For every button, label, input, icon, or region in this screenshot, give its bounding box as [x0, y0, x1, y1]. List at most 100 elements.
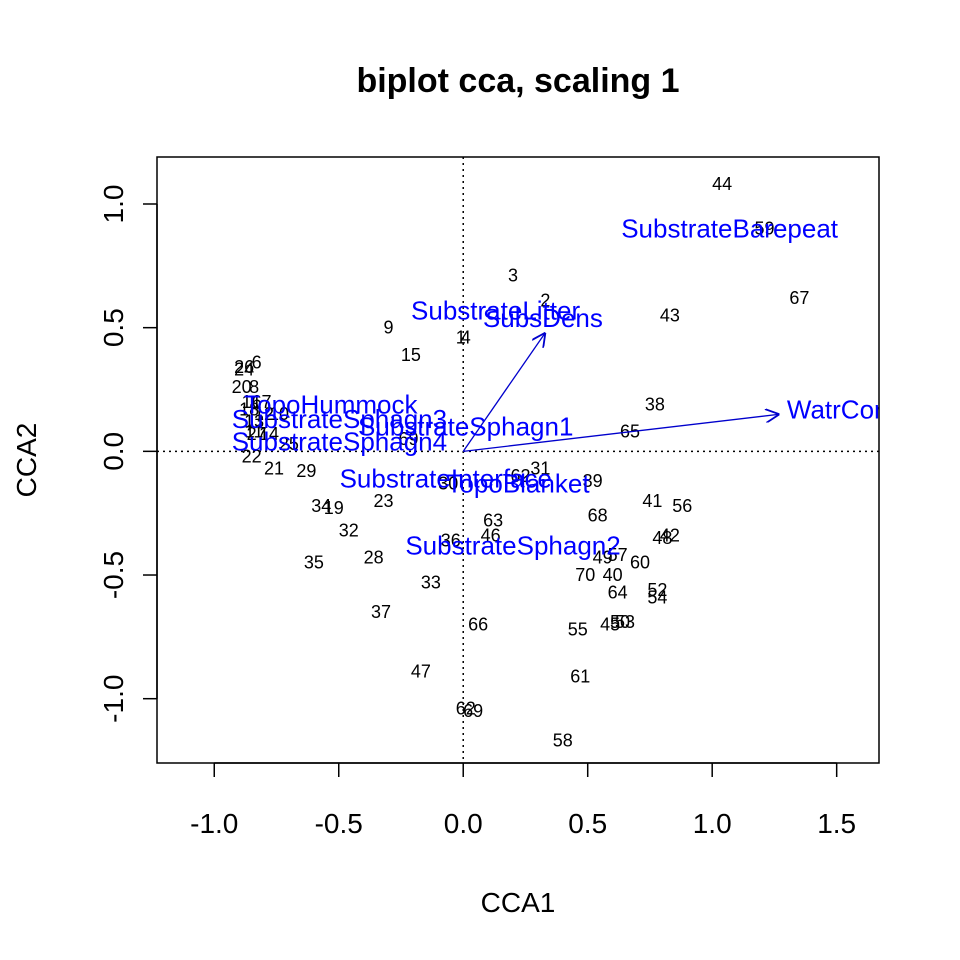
site-label: 29: [296, 461, 316, 481]
site-label: 55: [568, 619, 588, 639]
env-labels: SubstrateBarepeat SubstrateLitterSubsDens…: [232, 214, 897, 561]
env-label: TopoBlanket: [446, 468, 590, 498]
site-label: 64: [608, 582, 628, 602]
site-label: 12: [254, 404, 274, 424]
site-label: 37: [371, 602, 391, 622]
site-label: 57: [608, 545, 628, 565]
env-label: SubstrateBarepeat: [621, 214, 839, 244]
env-label: SubstrateSphagn4: [232, 426, 447, 456]
site-label: 23: [374, 491, 394, 511]
y-tick-label: -0.5: [98, 551, 129, 599]
site-label: 24: [234, 360, 254, 380]
site-label: 17: [252, 392, 272, 412]
site-label: 36: [441, 530, 461, 550]
site-label: 6: [252, 352, 262, 372]
site-label: 41: [642, 491, 662, 511]
site-label: 62: [456, 699, 476, 719]
site-label: 18: [239, 399, 259, 419]
x-axis-title: CCA1: [481, 887, 556, 918]
env-label: SubsDens: [483, 303, 603, 333]
site-label: 16: [242, 392, 262, 412]
site-label: 45: [600, 614, 620, 634]
site-label: 53: [615, 612, 635, 632]
site-label: 60: [630, 553, 650, 573]
env-label: SubstrateInterface: [340, 464, 552, 494]
env-label: SubstrateSphagn1: [358, 412, 573, 442]
site-label: 30: [438, 473, 458, 493]
site-label: 61: [570, 666, 590, 686]
y-tick-label: 0.0: [98, 432, 129, 471]
site-label: 25: [279, 434, 299, 454]
site-label: 1: [456, 328, 466, 348]
site-label: 67: [789, 288, 809, 308]
site-label: 58: [553, 731, 573, 751]
site-label: 33: [421, 572, 441, 592]
env-label: WatrCont: [787, 394, 897, 424]
site-label: 50: [610, 612, 630, 632]
site-label: 15: [401, 345, 421, 365]
y-tick-label: 0.5: [98, 308, 129, 347]
env-label: TopoHummock: [244, 389, 418, 419]
site-label: 21: [264, 459, 284, 479]
site-label: 35: [304, 553, 324, 573]
site-label: 26: [234, 357, 254, 377]
site-label: 42: [660, 525, 680, 545]
site-label: 40: [603, 565, 623, 585]
site-label: 14: [259, 424, 279, 444]
env-arrow: [463, 414, 779, 452]
chart-title: biplot cca, scaling 1: [356, 62, 679, 100]
site-label: 56: [672, 496, 692, 516]
site-label: 47: [411, 661, 431, 681]
site-label: 28: [364, 548, 384, 568]
site-label: 69: [463, 701, 483, 721]
x-tick-label: 0.5: [568, 808, 607, 839]
site-label: 43: [660, 305, 680, 325]
site-label: 46: [481, 525, 501, 545]
site-label: 66: [468, 614, 488, 634]
site-label: 19: [324, 498, 344, 518]
x-axis: -1.0 -0.5 0.0 0.5 1.0 1.5: [190, 762, 856, 839]
site-label: 68: [588, 506, 608, 526]
x-tick-label: -1.0: [190, 808, 238, 839]
site-label: 11: [245, 422, 264, 442]
env-arrow: [462, 333, 545, 452]
site-label: 52: [647, 580, 667, 600]
site-label: 13: [244, 412, 264, 432]
site-label: 34: [311, 496, 331, 516]
site-label: 4: [461, 328, 471, 348]
site-label: 3: [508, 266, 518, 286]
site-label: 2: [540, 290, 550, 310]
y-tick-label: -1.0: [98, 675, 129, 723]
x-tick-label: 0.0: [444, 808, 483, 839]
x-tick-label: 1.5: [817, 808, 856, 839]
x-tick-label: -0.5: [315, 808, 363, 839]
env-label: SubstrateSphagn3: [232, 404, 447, 434]
site-label: 63: [483, 511, 503, 531]
env-label: SubstrateLitter: [411, 295, 580, 325]
site-label: 38: [645, 394, 665, 414]
site-label: 62: [510, 466, 530, 486]
site-label: 10: [269, 404, 289, 424]
env-label: SubstrateSphagn2: [405, 530, 620, 560]
y-axis-title: CCA2: [11, 423, 42, 498]
y-tick-label: 1.0: [98, 185, 129, 224]
site-label: 49: [593, 548, 613, 568]
site-label: 20: [232, 377, 252, 397]
site-label: 44: [712, 174, 732, 194]
env-arrows: [462, 333, 779, 452]
y-axis: -1.0 -0.5 0.0 0.5 1.0: [98, 185, 158, 723]
site-label: 39: [583, 471, 603, 491]
site-label: 9: [384, 318, 394, 338]
site-label: 8: [249, 377, 259, 397]
x-tick-label: 1.0: [693, 808, 732, 839]
site-label: 22: [242, 446, 262, 466]
site-label: 32: [339, 520, 359, 540]
site-label: 59: [754, 219, 774, 239]
site-label: 54: [647, 587, 667, 607]
site-label: 31: [530, 459, 550, 479]
site-label: 69: [398, 429, 418, 449]
site-label: 27: [247, 424, 267, 444]
